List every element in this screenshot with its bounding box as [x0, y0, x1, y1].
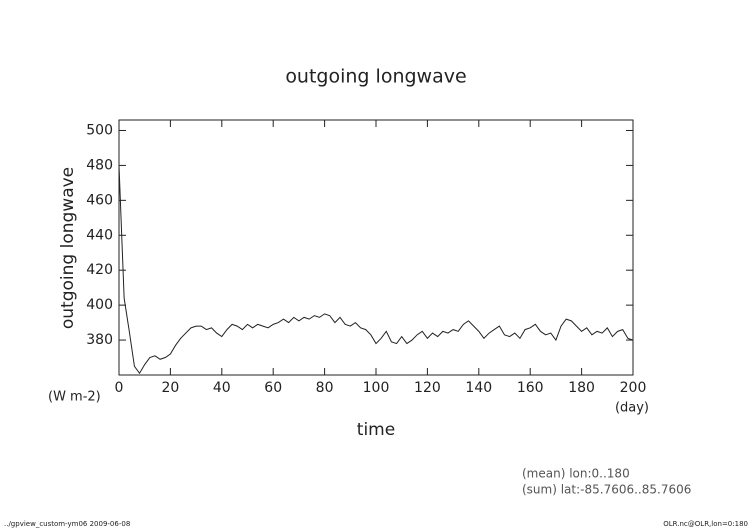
- x-tick-label: 120: [414, 380, 441, 396]
- x-axis-label: time: [357, 420, 395, 440]
- x-tick-label: 140: [465, 380, 492, 396]
- x-tick-label: 60: [264, 380, 282, 396]
- y-tick-label: 500: [86, 122, 113, 138]
- footer: OLR.nc@OLR,lon=0:180: [663, 520, 748, 528]
- x-unit: (day): [615, 401, 649, 416]
- x-tick-label: 80: [316, 380, 334, 396]
- x-tick-label: 40: [213, 380, 231, 396]
- data-line: [118, 165, 634, 375]
- y-unit: (W m-2): [48, 390, 101, 405]
- footer: ../gpview_custom-ym06 2009-06-08: [4, 520, 130, 528]
- x-tick-label: 180: [568, 380, 595, 396]
- y-tick-label: 380: [86, 332, 113, 348]
- chart-title: outgoing longwave: [285, 66, 466, 88]
- y-axis-label: outgoing longwave: [58, 167, 78, 329]
- x-tick-label: 160: [517, 380, 544, 396]
- x-tick-label: 0: [115, 380, 124, 396]
- x-tick-label: 20: [161, 380, 179, 396]
- y-tick-label: 400: [86, 297, 113, 313]
- y-tick-label: 480: [86, 157, 113, 173]
- annotation: (mean) lon:0..180: [522, 467, 630, 481]
- x-tick-label: 200: [620, 380, 647, 396]
- annotation: (sum) lat:-85.7606..85.7606: [522, 483, 691, 497]
- y-tick-label: 460: [86, 192, 113, 208]
- y-tick-label: 420: [86, 262, 113, 278]
- x-tick-label: 100: [363, 380, 390, 396]
- plot-frame: [118, 119, 634, 376]
- y-tick-label: 440: [86, 227, 113, 243]
